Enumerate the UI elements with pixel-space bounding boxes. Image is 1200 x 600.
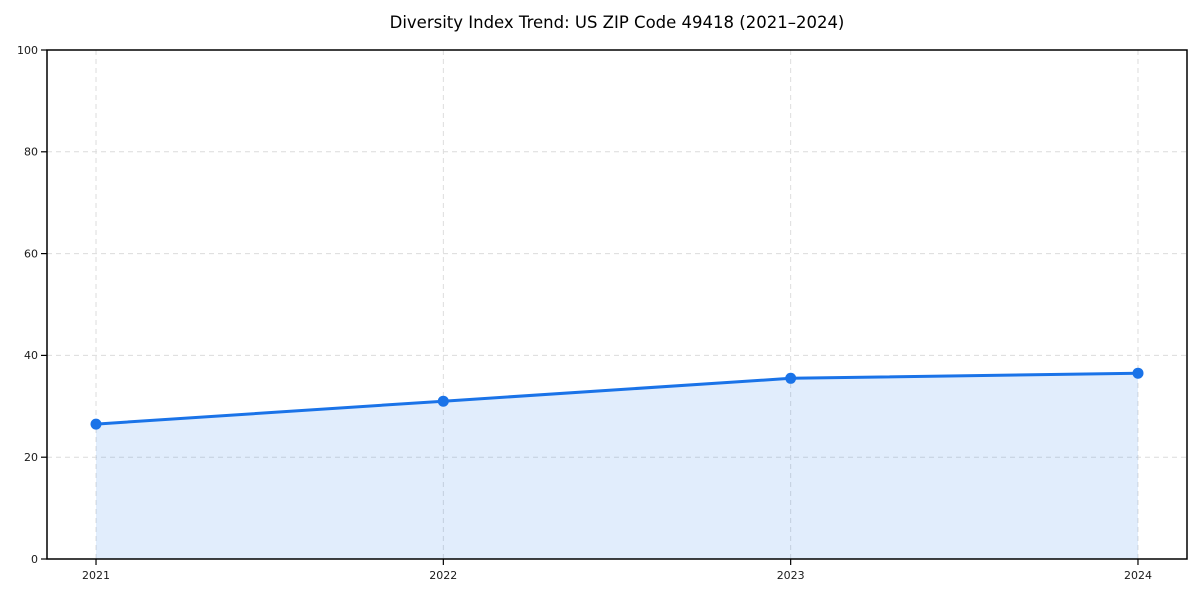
x-tick-label: 2024: [1124, 569, 1152, 582]
data-point-2024: [1132, 367, 1144, 379]
data-point-2023: [785, 372, 797, 384]
x-tick-label: 2022: [429, 569, 457, 582]
y-tick-label: 80: [24, 146, 38, 159]
y-tick-label: 20: [24, 451, 38, 464]
data-point-2021: [90, 418, 102, 430]
plot-border: [46, 49, 1188, 560]
y-tick-label: 100: [17, 44, 38, 57]
y-tick-label: 0: [31, 553, 38, 566]
x-tick-label: 2023: [777, 569, 805, 582]
x-tick-label: 2021: [82, 569, 110, 582]
trend-line: [94, 371, 1140, 426]
data-point-2022: [437, 395, 449, 407]
y-tick-label: 60: [24, 247, 38, 260]
area-fill: [96, 373, 1138, 559]
y-tick-label: 40: [24, 349, 38, 362]
chart-title: Diversity Index Trend: US ZIP Code 49418…: [389, 13, 845, 32]
